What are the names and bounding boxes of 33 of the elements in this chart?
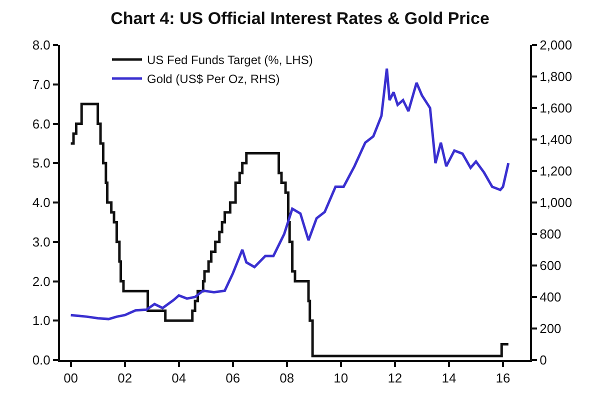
y-tick-label: 5.0 (32, 156, 50, 171)
x-tick-label: 08 (280, 370, 294, 386)
x-tick-label: 02 (118, 370, 132, 386)
y2-tick-label: 1,800 (540, 69, 572, 84)
y-tick-label: 1.0 (32, 313, 50, 328)
y2-tick-label: 1,000 (540, 195, 572, 210)
y-tick-label: 2.0 (32, 274, 50, 289)
y-tick-label: 6.0 (32, 116, 50, 132)
y2-tick-label: 0 (540, 352, 547, 368)
x-tick-label: 16 (496, 370, 510, 386)
line-series (70, 67, 510, 320)
y2-tick-label: 1,400 (540, 132, 572, 148)
y2-tick-label: 1,600 (540, 100, 572, 116)
y2-tick-label: 400 (540, 290, 562, 305)
x-tick-label: 04 (172, 370, 186, 386)
y-tick-label: 3.0 (32, 234, 50, 250)
legend-label: Gold (US$ Per Oz, RHS) (147, 72, 280, 86)
y-tick-label: 4.0 (32, 195, 50, 210)
x-tick-label: 00 (64, 370, 78, 386)
x-tick-label: 06 (226, 370, 240, 386)
y2-tick-label: 600 (540, 258, 562, 274)
x-tick-label: 10 (334, 370, 348, 386)
y2-tick-label: 2,000 (540, 38, 572, 53)
x-tick-label: 14 (442, 370, 456, 386)
y2-tick-label: 200 (540, 321, 562, 336)
y-tick-label: 8.0 (32, 38, 50, 53)
x-tick-label: 12 (388, 370, 402, 386)
y-tick-label: 0.0 (32, 352, 50, 368)
y2-tick-label: 800 (540, 226, 562, 242)
y2-tick-label: 1,200 (540, 164, 572, 179)
y-tick-label: 7.0 (32, 76, 50, 92)
legend-label: US Fed Funds Target (%, LHS) (147, 53, 313, 68)
chart-title: Chart 4: US Official Interest Rates & Gold Price (110, 8, 490, 28)
